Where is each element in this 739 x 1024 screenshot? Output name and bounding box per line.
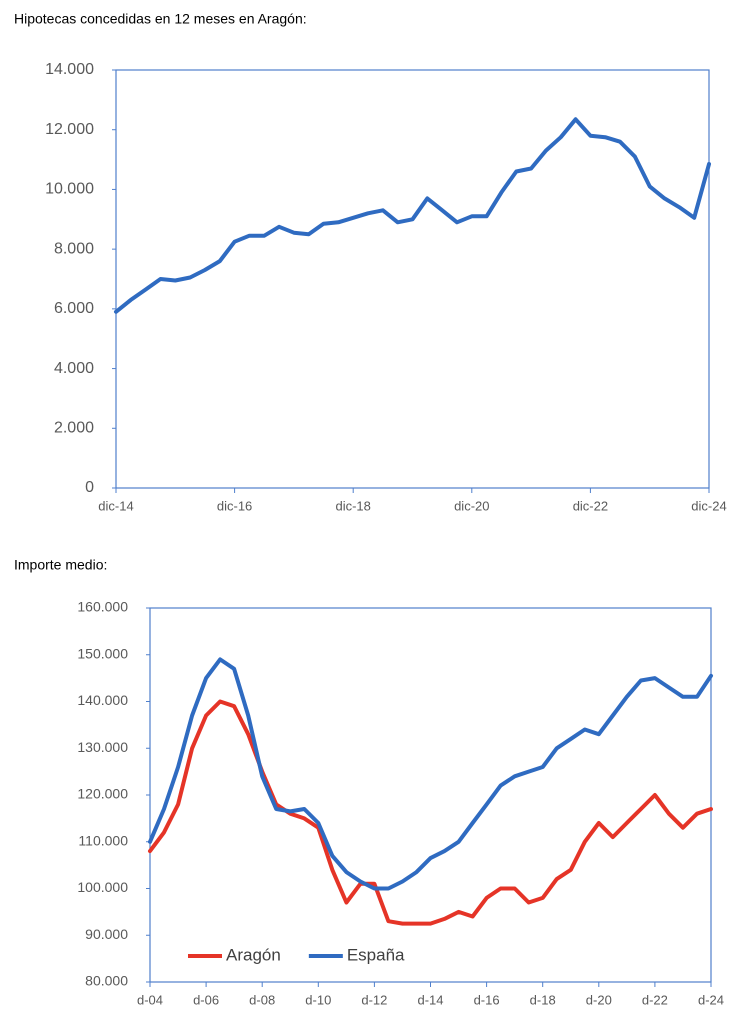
- x-tick-label: d-14: [417, 992, 443, 1007]
- x-tick-label: d-10: [305, 992, 331, 1007]
- y-tick-label: 110.000: [78, 832, 128, 848]
- data-line: [148, 657, 713, 891]
- y-tick-label: 10.000: [45, 181, 94, 198]
- x-tick-label: d-20: [586, 992, 612, 1007]
- y-tick-label: 2.000: [54, 420, 94, 437]
- x-tick-label: d-18: [530, 992, 556, 1007]
- chart-title: Importe medio:: [14, 557, 107, 573]
- y-tick-label: 4.000: [54, 360, 94, 377]
- x-tick-label: d-12: [361, 992, 387, 1007]
- plot-frame: [115, 69, 710, 489]
- y-tick-label: 100.000: [77, 879, 128, 895]
- y-tick-label: 6.000: [54, 300, 94, 317]
- x-tick-label: d-24: [698, 992, 724, 1007]
- data-line: [114, 117, 711, 314]
- data-line: [148, 699, 713, 926]
- x-tick-label: dic-16: [217, 498, 252, 513]
- y-tick-label: 120.000: [77, 786, 128, 802]
- x-tick-label: dic-14: [98, 498, 133, 513]
- y-tick-label: 130.000: [77, 739, 128, 755]
- y-tick-label: 140.000: [77, 692, 128, 708]
- y-tick-label: 90.000: [85, 926, 128, 942]
- y-tick-label: 150.000: [77, 645, 128, 661]
- x-tick-label: dic-22: [573, 498, 608, 513]
- x-tick-label: dic-24: [691, 498, 726, 513]
- y-tick-label: 14.000: [45, 61, 94, 78]
- plot-frame: [149, 607, 712, 983]
- y-tick-label: 12.000: [45, 121, 94, 138]
- legend-label: Aragón: [226, 945, 281, 964]
- y-tick-label: 160.000: [77, 599, 128, 615]
- y-tick-label: 8.000: [54, 240, 94, 257]
- legend-label: España: [347, 945, 405, 964]
- x-tick-label: d-04: [137, 992, 163, 1007]
- x-tick-label: d-16: [474, 992, 500, 1007]
- y-tick-label: 0: [85, 479, 94, 496]
- x-tick-label: d-06: [193, 992, 219, 1007]
- x-tick-label: dic-18: [335, 498, 370, 513]
- chart-title: Hipotecas concedidas en 12 meses en Arag…: [14, 11, 307, 27]
- x-tick-label: d-08: [249, 992, 275, 1007]
- x-tick-label: dic-20: [454, 498, 489, 513]
- y-tick-label: 80.000: [85, 973, 128, 989]
- x-tick-label: d-22: [642, 992, 668, 1007]
